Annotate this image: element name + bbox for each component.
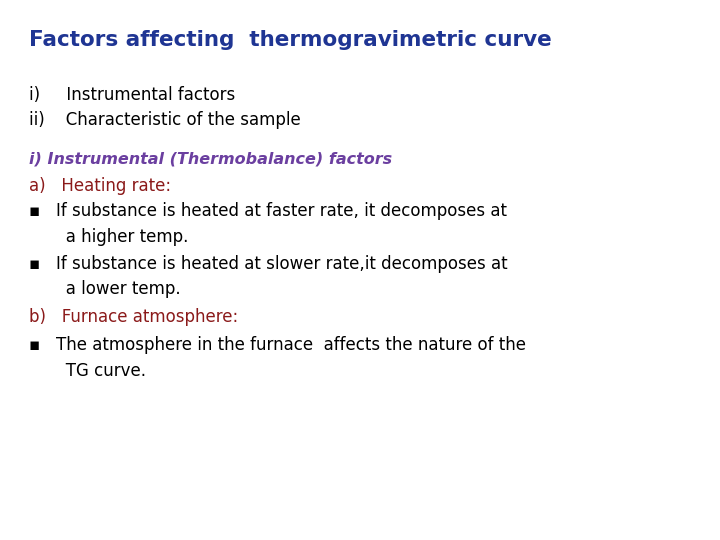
Text: ▪   If substance is heated at faster rate, it decomposes at: ▪ If substance is heated at faster rate,… xyxy=(29,202,507,220)
Text: ▪   If substance is heated at slower rate,it decomposes at: ▪ If substance is heated at slower rate,… xyxy=(29,255,508,273)
Text: Factors affecting  thermogravimetric curve: Factors affecting thermogravimetric curv… xyxy=(29,30,552,50)
Text: i)     Instrumental factors: i) Instrumental factors xyxy=(29,86,235,104)
Text: a higher temp.: a higher temp. xyxy=(29,228,188,246)
Text: a)   Heating rate:: a) Heating rate: xyxy=(29,177,171,195)
Text: ▪   The atmosphere in the furnace  affects the nature of the: ▪ The atmosphere in the furnace affects … xyxy=(29,336,526,354)
Text: b)   Furnace atmosphere:: b) Furnace atmosphere: xyxy=(29,308,238,326)
Text: a lower temp.: a lower temp. xyxy=(29,280,181,298)
Text: TG curve.: TG curve. xyxy=(29,362,145,380)
Text: i) Instrumental (Thermobalance) factors: i) Instrumental (Thermobalance) factors xyxy=(29,151,392,166)
Text: ii)    Characteristic of the sample: ii) Characteristic of the sample xyxy=(29,111,300,129)
